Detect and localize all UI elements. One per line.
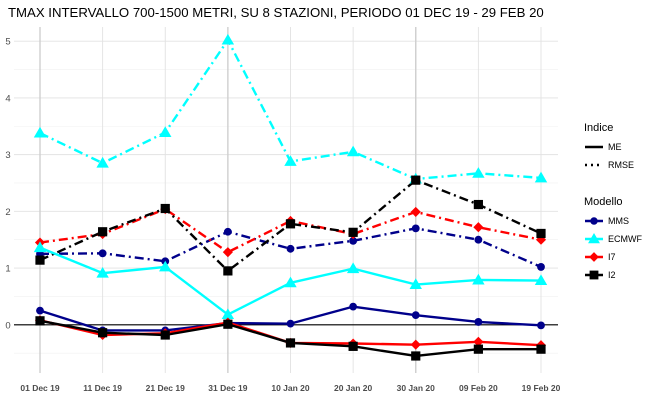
- data-point-i7-rmse: [535, 234, 547, 245]
- y-axis: 0 1 2 3 4 5: [5, 37, 10, 332]
- data-point-i2-rmse: [35, 255, 45, 265]
- x-tick-label: 20 Jan 20: [334, 383, 373, 393]
- data-point-ecmwf-rmse: [221, 33, 235, 45]
- x-tick-label: 19 Feb 20: [522, 383, 561, 393]
- data-point-i2-rmse: [473, 199, 483, 210]
- y-tick-label: 0: [5, 320, 10, 331]
- legend-label-i7: I7: [608, 252, 616, 262]
- legend-label-rmse: RMSE: [608, 160, 634, 170]
- data-point-i2-me: [285, 338, 296, 348]
- data-point-mms-rmse: [537, 263, 545, 271]
- data-point-ecmwf-me: [346, 262, 360, 274]
- data-point-ecmwf-me: [96, 266, 109, 278]
- data-point-ecmwf-rmse: [33, 126, 47, 138]
- data-point-i2-rmse: [98, 227, 108, 237]
- y-tick-label: 2: [5, 207, 10, 218]
- data-point-i2-me: [473, 344, 483, 354]
- data-point-mms-rmse: [286, 244, 295, 253]
- data-point-i2-me: [98, 328, 108, 338]
- data-point-i2-rmse: [536, 228, 546, 239]
- data-point-ecmwf-me: [472, 273, 485, 285]
- data-point-mms-me: [349, 302, 358, 311]
- data-point-mms-me: [36, 306, 44, 315]
- series-markers: [33, 33, 548, 361]
- data-point-ecmwf-me: [221, 308, 235, 320]
- legend-key-marker-i7: [589, 252, 599, 262]
- data-point-mms-me: [474, 318, 483, 326]
- data-point-i2-rmse: [348, 227, 358, 237]
- series-line-mms-rmse: [39, 227, 542, 269]
- y-tick-label: 5: [5, 37, 10, 48]
- data-point-mms-rmse: [411, 224, 420, 233]
- x-tick-label: 31 Dec 19: [208, 383, 247, 393]
- legend-key-marker-i2: [589, 270, 599, 280]
- legend-label-mms: MMS: [608, 216, 629, 226]
- legend-key-marker-ecmwf: [588, 233, 600, 244]
- data-point-i7-me: [473, 336, 484, 347]
- data-point-ecmwf-me: [33, 241, 47, 253]
- data-point-ecmwf-rmse: [96, 156, 109, 168]
- data-point-i2-me: [35, 316, 45, 326]
- x-tick-label: 09 Feb 20: [459, 383, 498, 393]
- data-point-i7-rmse: [410, 206, 421, 217]
- legend-label-me: ME: [608, 142, 622, 152]
- data-point-ecmwf-me: [284, 276, 297, 288]
- data-point-i2-me: [536, 344, 546, 354]
- x-tick-label: 10 Jan 20: [271, 383, 310, 393]
- y-tick-label: 4: [5, 93, 10, 104]
- data-point-i2-me: [411, 351, 421, 361]
- data-point-i2-me: [160, 330, 170, 340]
- data-point-i7-rmse: [473, 222, 484, 233]
- data-point-mms-me: [286, 319, 295, 328]
- data-point-ecmwf-me: [159, 260, 172, 272]
- data-point-i7-rmse: [222, 247, 233, 258]
- data-point-ecmwf-rmse: [534, 171, 548, 183]
- legend-label-i2: I2: [608, 270, 616, 280]
- data-point-i2-rmse: [223, 266, 233, 276]
- data-point-mms-rmse: [223, 227, 232, 236]
- data-point-i2-me: [348, 341, 358, 351]
- data-point-i2-me: [223, 319, 233, 329]
- data-point-mms-rmse: [349, 236, 358, 245]
- y-tick-label: 1: [5, 264, 10, 275]
- data-point-i2-rmse: [285, 219, 296, 229]
- x-tick-label: 11 Dec 19: [83, 383, 122, 393]
- y-tick-label: 3: [5, 150, 10, 161]
- chart-title: TMAX INTERVALLO 700-1500 METRI, SU 8 STA…: [8, 5, 544, 20]
- data-point-ecmwf-me: [409, 278, 422, 289]
- data-point-ecmwf-rmse: [159, 126, 172, 137]
- legend-title: Modello: [584, 196, 623, 208]
- x-tick-label: 30 Jan 20: [397, 383, 436, 393]
- data-point-ecmwf-me: [534, 274, 548, 286]
- data-point-ecmwf-rmse: [472, 167, 485, 178]
- data-point-ecmwf-rmse: [346, 145, 360, 157]
- data-point-mms-rmse: [98, 249, 107, 258]
- data-point-i2-rmse: [160, 203, 170, 214]
- legend-label-ecmwf: ECMWF: [608, 234, 642, 244]
- data-point-ecmwf-rmse: [284, 155, 297, 166]
- data-point-mms-me: [411, 311, 420, 320]
- data-point-i2-rmse: [411, 175, 421, 185]
- x-tick-label: 21 Dec 19: [146, 383, 185, 393]
- legend-title: Indice: [584, 122, 613, 134]
- x-axis: 01 Dec 19 11 Dec 19 21 Dec 19 31 Dec 19 10 J…: [20, 383, 560, 393]
- data-point-i7-me: [410, 339, 421, 350]
- legend: Indice ME RMSE Modello MMS ECMWF I7 I2: [584, 122, 642, 280]
- legend-key-marker-mms: [590, 217, 598, 225]
- data-point-mms-rmse: [474, 235, 483, 244]
- data-point-mms-me: [537, 321, 545, 330]
- x-tick-label: 01 Dec 19: [20, 383, 59, 393]
